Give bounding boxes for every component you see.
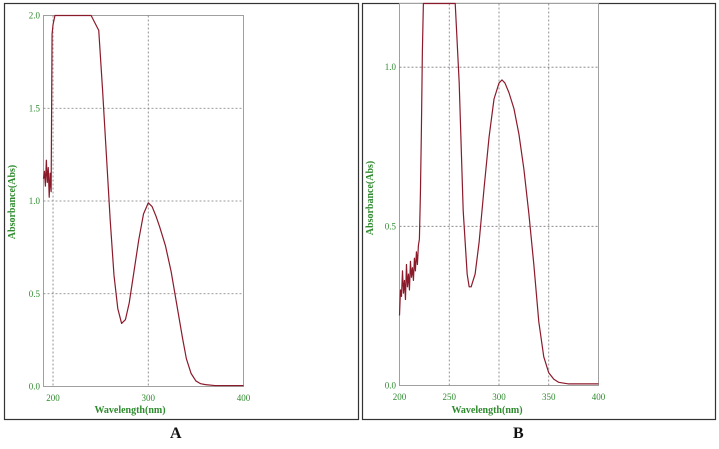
panel-a-y-tick-label: 1.5: [29, 103, 41, 113]
panel-b-x-tick-label: 250: [443, 392, 457, 402]
panel-a-x-axis-label: Wavelength(nm): [94, 405, 165, 416]
panel-b-y-axis-label: Absorbance(Abs): [365, 161, 376, 235]
panel-a-y-axis-label: Absorbance(Abs): [7, 165, 18, 239]
panel-b-y-tick-labels: 0.0 0.5 1.0: [385, 62, 397, 390]
panel-a-y-tick-label: 0.5: [29, 289, 41, 299]
panel-b-y-tick-label: 0.5: [385, 221, 397, 231]
panel-b-x-axis-label: Wavelength(nm): [451, 405, 522, 416]
panel-b-grid: [399, 3, 599, 386]
panel-a-y-tick-label: 0.0: [29, 382, 41, 392]
panel-b-y-tick-label: 1.0: [385, 62, 397, 72]
panel-b-x-tick-label: 300: [492, 392, 506, 402]
panel-a-absorbance-curve: [42, 14, 244, 387]
panel-a-y-tick-label: 2.0: [29, 11, 41, 21]
panel-b-x-tick-label: 350: [542, 392, 556, 402]
panel-a: 0.0 0.5 1.0 1.5 2.0 200 300 400 Absorbance(Abs…: [3, 2, 360, 421]
panel-a-grid: [43, 15, 244, 387]
panel-b-y-tick-label: 0.0: [385, 381, 397, 391]
panel-b-x-tick-label: 400: [592, 392, 606, 402]
panel-a-x-tick-label: 300: [142, 393, 156, 403]
panel-b-caption: B: [513, 425, 524, 442]
panel-a-caption: A: [170, 425, 182, 442]
panel-b-absorbance-curve: [398, 2, 599, 385]
panel-a-y-tick-label: 1.0: [29, 196, 41, 206]
panel-a-y-tick-labels: 0.0 0.5 1.0 1.5 2.0: [29, 11, 41, 392]
panel-b: 0.0 0.5 1.0 200 250 300 350 400 Absorbance(Abs…: [361, 2, 717, 421]
panel-a-x-tick-label: 400: [237, 393, 251, 403]
panel-a-x-tick-labels: 200 300 400: [46, 393, 250, 403]
panel-a-frame: [3, 2, 360, 421]
panel-a-x-tick-label: 200: [46, 393, 60, 403]
panel-b-x-tick-labels: 200 250 300 350 400: [393, 392, 606, 402]
panel-b-x-tick-label: 200: [393, 392, 407, 402]
